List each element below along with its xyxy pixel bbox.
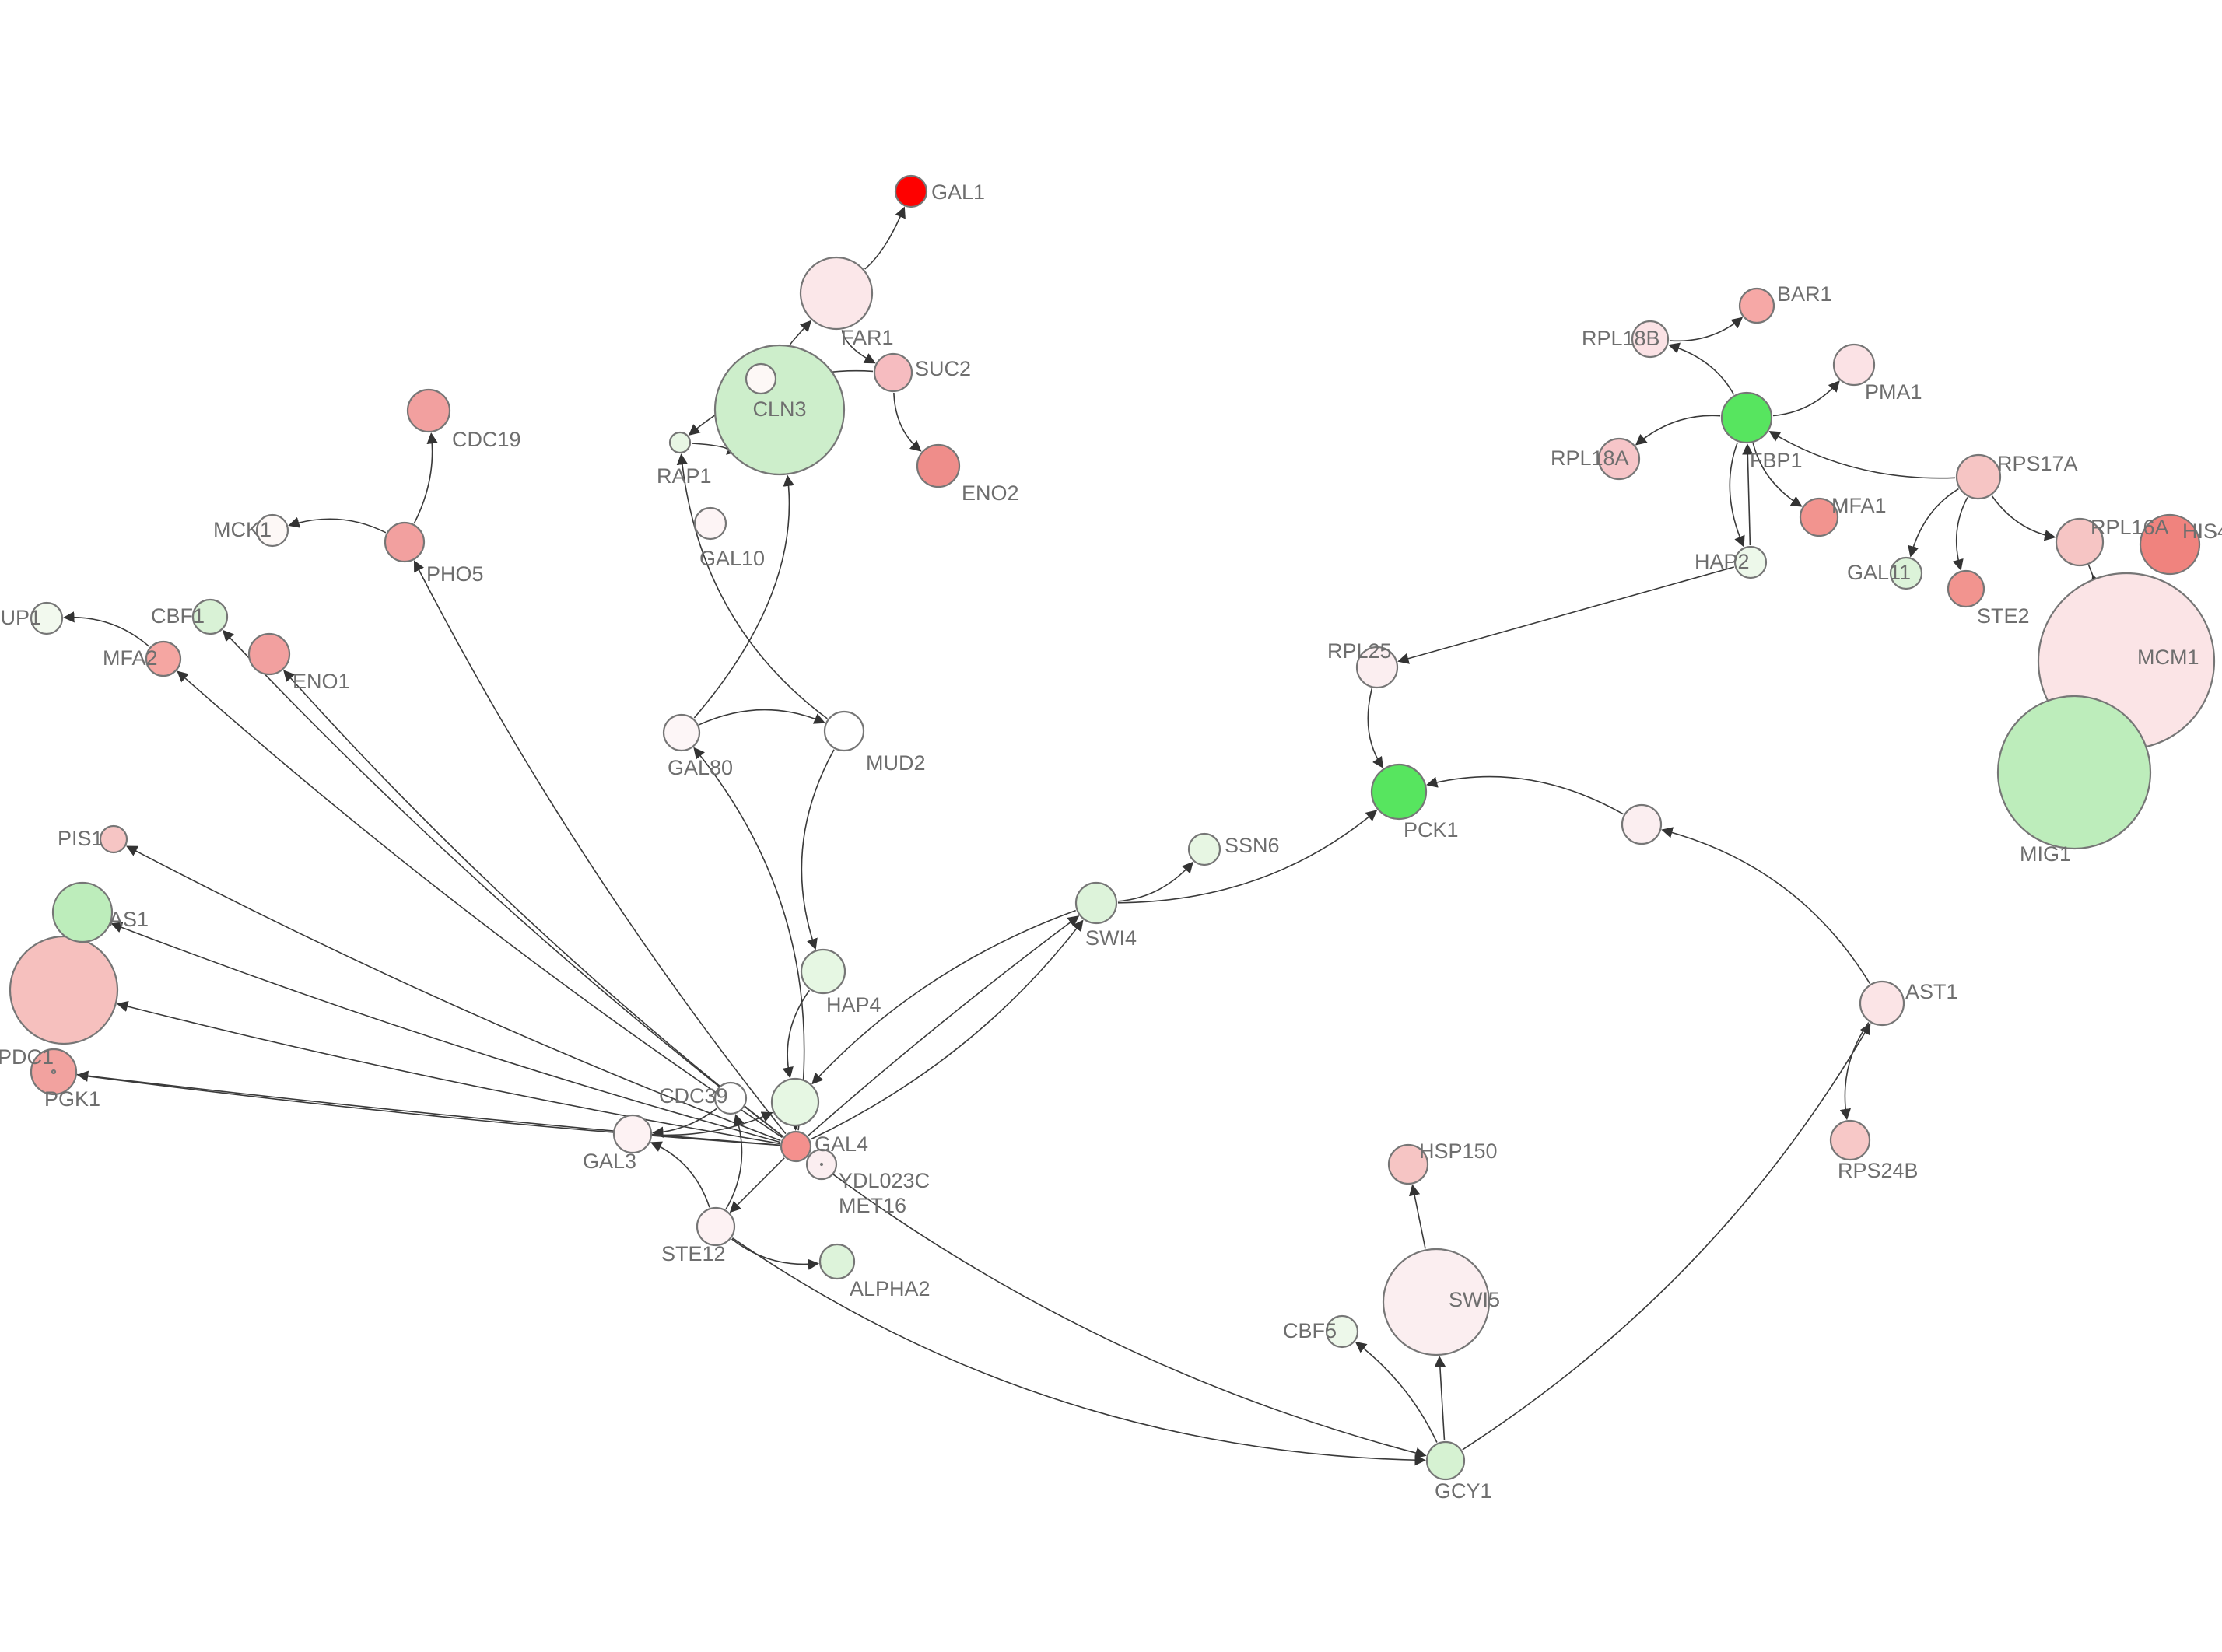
svg-text:GAL10: GAL10 <box>699 547 765 570</box>
svg-text:MCK1: MCK1 <box>213 518 272 541</box>
svg-text:PDC1: PDC1 <box>0 1045 54 1069</box>
svg-text:GCY1: GCY1 <box>1435 1479 1492 1503</box>
svg-text:PIS1: PIS1 <box>58 827 103 850</box>
svg-text:AST1: AST1 <box>1905 980 1958 1003</box>
svg-text:FBP1: FBP1 <box>1750 449 1803 472</box>
svg-text:HAP4: HAP4 <box>826 993 881 1017</box>
svg-text:CDC19: CDC19 <box>452 428 521 451</box>
svg-text:SSN6: SSN6 <box>1225 834 1280 857</box>
svg-text:RPL18B: RPL18B <box>1582 327 1660 350</box>
svg-text:RAP1: RAP1 <box>657 464 712 488</box>
svg-text:MFA2: MFA2 <box>103 646 158 670</box>
svg-text:SWI4: SWI4 <box>1085 926 1137 950</box>
svg-text:ENO2: ENO2 <box>962 481 1019 505</box>
svg-text:MET16: MET16 <box>839 1194 906 1217</box>
svg-text:RPS17A: RPS17A <box>1997 452 2078 475</box>
svg-text:RPS24B: RPS24B <box>1838 1159 1919 1182</box>
svg-text:GAL11: GAL11 <box>1847 561 1911 584</box>
svg-text:MUD2: MUD2 <box>866 751 926 775</box>
svg-text:YDL023C: YDL023C <box>839 1169 930 1192</box>
svg-text:CBF1: CBF1 <box>151 604 205 628</box>
svg-text:STE12: STE12 <box>661 1242 726 1265</box>
svg-text:AS1: AS1 <box>109 908 149 931</box>
svg-text:GAL80: GAL80 <box>668 756 733 779</box>
svg-text:GAL3: GAL3 <box>583 1150 636 1173</box>
svg-text:HAP2: HAP2 <box>1695 550 1750 573</box>
svg-text:GAL1: GAL1 <box>931 180 985 204</box>
svg-text:PCK1: PCK1 <box>1404 818 1459 842</box>
svg-text:BAR1: BAR1 <box>1777 282 1832 306</box>
svg-text:SWI5: SWI5 <box>1449 1288 1500 1311</box>
svg-text:CBF5: CBF5 <box>1283 1319 1337 1342</box>
svg-text:GAL4: GAL4 <box>815 1132 868 1156</box>
svg-text:HSP150: HSP150 <box>1419 1139 1498 1163</box>
svg-text:PHO5: PHO5 <box>426 562 484 586</box>
svg-text:CDC39: CDC39 <box>659 1084 728 1108</box>
svg-text:SUC2: SUC2 <box>915 357 971 380</box>
svg-text:FAR1: FAR1 <box>841 326 894 349</box>
svg-text:TUP1: TUP1 <box>0 606 41 629</box>
svg-text:CLN3: CLN3 <box>752 397 806 421</box>
svg-text:RPL16A: RPL16A <box>2091 516 2169 539</box>
svg-text:STE2: STE2 <box>1977 604 2030 628</box>
svg-text:MIG1: MIG1 <box>2020 842 2071 866</box>
svg-text:MCM1: MCM1 <box>2137 646 2199 669</box>
svg-text:PGK1: PGK1 <box>44 1087 100 1111</box>
svg-text:ENO1: ENO1 <box>293 670 350 693</box>
svg-text:ALPHA2: ALPHA2 <box>850 1277 931 1300</box>
svg-text:MFA1: MFA1 <box>1831 494 1887 517</box>
svg-text:RPL25: RPL25 <box>1327 639 1392 663</box>
svg-text:HIS4: HIS4 <box>2182 520 2222 543</box>
svg-text:RPL18A: RPL18A <box>1551 446 1629 470</box>
svg-text:PMA1: PMA1 <box>1865 380 1922 404</box>
